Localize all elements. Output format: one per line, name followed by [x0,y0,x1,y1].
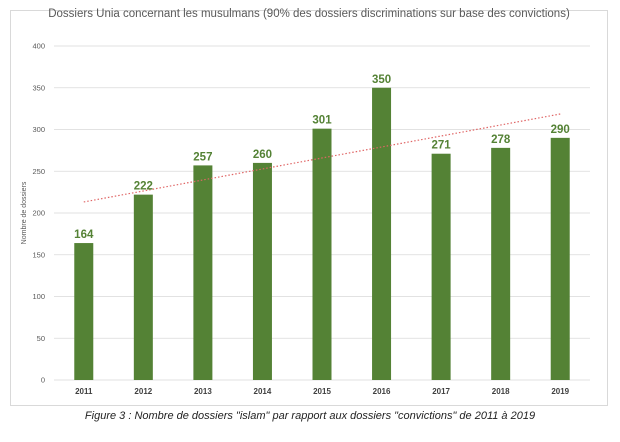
chart-title: Dossiers Unia concernant les musulmans (… [48,8,570,20]
y-tick-label: 150 [32,250,45,259]
bar [133,194,153,380]
y-axis-label: Nombre de dossiers [21,181,28,244]
bar [74,243,94,380]
bar [491,147,511,380]
data-label: 350 [372,74,391,86]
data-label: 271 [432,140,452,152]
y-tick-label: 0 [41,376,45,385]
y-tick-label: 350 [32,83,45,92]
data-label: 278 [491,134,511,146]
y-tick-label: 400 [32,42,45,51]
data-label: 290 [551,124,570,136]
x-tick-label: 2016 [373,387,391,396]
figure-caption: Figure 3 : Nombre de dossiers "islam" pa… [84,410,536,422]
y-tick-label: 250 [32,167,45,176]
x-tick-label: 2015 [313,387,331,396]
bar [431,153,451,380]
x-tick-label: 2013 [194,387,212,396]
bar [372,87,392,380]
data-labels: 164 222 257 260 301 350 271 278 290 [74,74,570,241]
y-tick-label: 200 [32,209,45,218]
x-tick-label: 2012 [134,387,152,396]
x-tick-label: 2019 [551,387,569,396]
y-tick-label: 100 [32,292,45,301]
data-label: 164 [74,229,94,241]
bar [252,162,272,380]
y-tick-label: 300 [32,125,45,134]
x-tick-label: 2018 [492,387,510,396]
bar [193,165,213,380]
data-label: 257 [193,151,212,163]
data-label: 301 [312,115,332,127]
x-tick-label: 2014 [254,387,272,396]
axes: 0 50 100 150 200 250 300 350 400 2011 2012 2013 2014… [32,42,569,397]
bars [74,87,570,380]
x-tick-label: 2017 [432,387,450,396]
data-label: 260 [253,149,272,161]
trendline [83,113,561,203]
y-tick-label: 50 [37,334,45,343]
x-tick-label: 2011 [75,387,93,396]
bar [312,128,332,380]
trendline-line [83,113,561,203]
bar-chart: 164 222 257 260 301 350 271 278 290 0 50 100 150 200… [21,42,590,397]
bar [550,137,570,380]
data-label: 222 [134,181,153,193]
